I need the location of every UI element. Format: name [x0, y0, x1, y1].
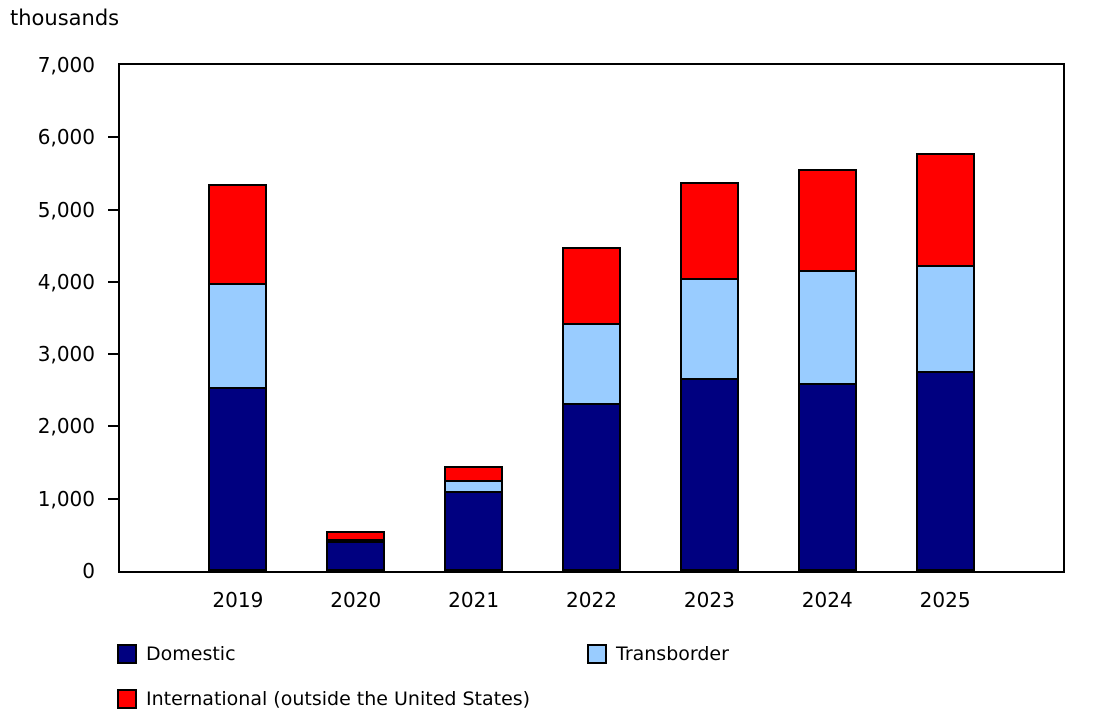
x-tick-label-2022: 2022: [566, 588, 617, 612]
bar-2025-segment-international: [915, 153, 975, 268]
y-tick-mark-2000: [108, 425, 118, 428]
y-tick-label-7000: 7,000: [37, 53, 95, 77]
x-tick-label-2023: 2023: [683, 588, 735, 612]
x-tick-label-2025: 2025: [919, 588, 971, 612]
legend-item-international: International (outside the United States…: [117, 687, 530, 711]
x-tick-label-2021: 2021: [448, 588, 500, 612]
legend-swatch-international: [117, 689, 137, 709]
plot-area: [118, 63, 1065, 573]
y-tick-label-5000: 5,000: [37, 197, 95, 222]
legend-label-international: International (outside the United States…: [146, 688, 531, 710]
bar-2021: [444, 465, 504, 571]
x-tick-label-2020: 2020: [330, 588, 382, 612]
y-tick-mark-3000: [108, 353, 118, 356]
y-tick-label-4000: 4,000: [37, 269, 95, 294]
legend-swatch-domestic: [117, 644, 137, 664]
bar-2022-segment-international: [562, 246, 621, 326]
y-tick-mark-1000: [108, 497, 118, 500]
legend-item-transborder: Transborder: [587, 642, 729, 666]
bar-2025-segment-domestic: [915, 370, 975, 571]
y-tick-mark-5000: [108, 208, 118, 211]
bar-2020-segment-domestic: [326, 541, 386, 571]
legend-swatch-transborder: [587, 644, 607, 664]
bar-2019-segment-international: [208, 183, 268, 286]
bar-2024-segment-domestic: [797, 382, 857, 571]
y-tick-mark-6000: [108, 136, 118, 139]
bar-2024-segment-transborder: [797, 270, 857, 385]
bar-2022: [562, 246, 621, 571]
bar-2025-segment-transborder: [915, 265, 975, 373]
bar-2020: [326, 531, 386, 571]
legend-item-domestic: Domestic: [117, 642, 236, 666]
bar-2023-segment-domestic: [679, 377, 739, 571]
bar-2023: [679, 182, 739, 571]
y-tick-label-0: 0: [82, 559, 95, 583]
y-axis-units-label: thousands: [10, 6, 120, 30]
bar-2023-segment-international: [679, 182, 739, 281]
y-tick-label-3000: 3,000: [37, 342, 95, 367]
bar-2023-segment-transborder: [679, 278, 739, 380]
bar-2024: [797, 169, 857, 571]
bar-2019-segment-transborder: [208, 283, 268, 390]
legend-label-domestic: Domestic: [146, 643, 236, 665]
y-tick-mark-4000: [108, 280, 118, 283]
bar-2019-segment-domestic: [208, 387, 268, 571]
y-tick-label-2000: 2,000: [37, 414, 95, 439]
bar-2025: [915, 153, 975, 571]
legend-label-transborder: Transborder: [616, 643, 729, 665]
bar-2022-segment-domestic: [562, 403, 621, 571]
bar-2024-segment-international: [797, 169, 857, 273]
y-tick-label-1000: 1,000: [37, 486, 95, 511]
y-tick-label-6000: 6,000: [37, 125, 95, 150]
x-tick-label-2019: 2019: [212, 588, 264, 612]
bar-2021-segment-domestic: [444, 490, 504, 571]
bar-2019: [208, 183, 268, 571]
bar-2022-segment-transborder: [562, 323, 621, 406]
x-tick-label-2024: 2024: [801, 588, 853, 612]
